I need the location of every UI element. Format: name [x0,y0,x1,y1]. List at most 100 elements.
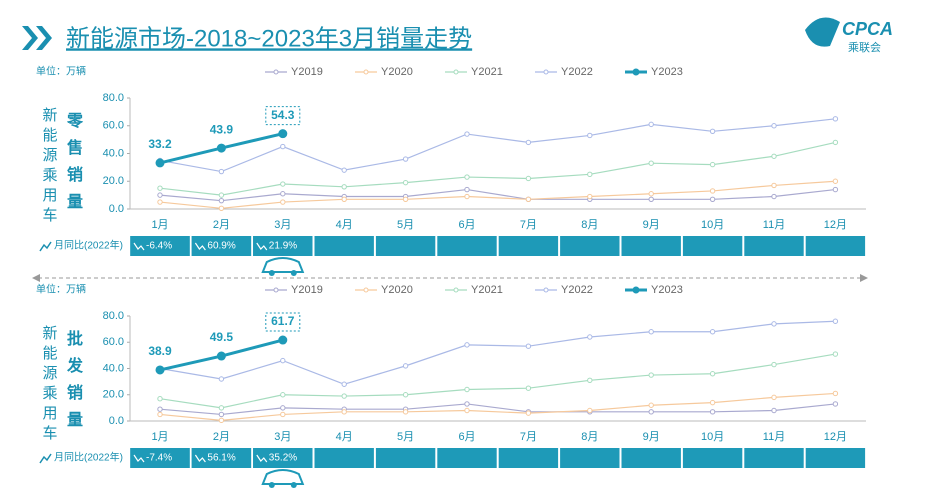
point [587,132,593,139]
point [341,184,347,190]
yoy-value-cell [130,448,190,468]
point [280,357,286,364]
y-tick-label: 60.0 [103,120,124,132]
legend-label: Y2020 [381,284,413,296]
yoy-label: 月同比(2022年) [54,239,123,252]
legend-dot [363,69,369,75]
unit-label: 单位：万辆 [36,65,86,78]
side-label: 能 [42,127,57,144]
legend-dot [273,287,279,293]
point [587,334,593,340]
series-line [159,141,836,196]
legend-dot [453,287,459,293]
side-label: 乘 [42,385,57,402]
y-tick-label: 20.0 [103,175,124,187]
point [155,158,165,168]
car-wheel [268,482,275,488]
yoy-value: 60.9% [207,241,235,252]
value-label: 61.7 [271,314,295,328]
yoy-cell [744,236,804,256]
point [157,395,163,402]
point [464,131,470,137]
point [216,143,226,153]
yoy-value: -7.4% [146,453,172,464]
x-tick-label: 2月 [213,219,230,231]
legend-label: Y2020 [381,66,413,78]
side-label: 新 [42,325,57,342]
point [402,156,409,162]
point [832,318,839,324]
side-label: 用 [42,405,57,422]
value-label: 54.3 [271,108,295,122]
point [464,407,470,414]
point [157,199,163,205]
x-tick-label: 8月 [581,431,598,443]
yoy-value-cell [191,448,252,468]
point [157,185,163,191]
point [278,335,288,345]
legend-label: Y2019 [291,66,323,78]
yoy-value-cell [253,448,313,468]
point [464,342,470,348]
x-tick-label: 9月 [643,431,660,443]
x-tick-label: 7月 [520,431,537,443]
x-tick-label: 12月 [824,219,847,231]
point [218,205,225,212]
car-wheel [290,270,297,276]
point [648,329,654,335]
side-label: 车 [42,207,57,224]
legend-label: Y2021 [471,284,503,296]
point [341,381,347,387]
side-label: 源 [42,147,57,164]
point [709,409,716,415]
car-icon [261,469,305,485]
point [771,193,777,200]
yoy-cell [375,448,436,468]
side-label: 能 [42,345,57,362]
legend-dot [543,69,549,75]
x-tick-label: 5月 [397,431,414,443]
yoy-icon [39,241,52,252]
series-line [159,353,836,409]
point [157,411,163,418]
point [464,186,470,193]
x-tick-label: 9月 [643,219,660,231]
logo-text: CPCA [842,19,893,39]
point [709,161,716,168]
point [341,167,347,173]
point [218,417,225,424]
point [464,386,470,393]
legend-label: Y2021 [471,66,503,78]
yoy-cell [498,236,559,256]
yoy-cell [314,236,374,256]
point [155,365,165,375]
y-tick-label: 40.0 [103,362,124,374]
chart-title: 量 [67,193,83,211]
yoy-label-cell [36,448,126,468]
point [402,196,409,202]
x-tick-label: 1月 [151,431,168,443]
yoy-cell [744,448,804,468]
yoy-cell [375,236,436,256]
value-label: 49.5 [210,330,234,344]
point [709,128,716,135]
yoy-arrow [256,454,268,463]
car-icon [261,257,305,273]
point [157,192,163,198]
point [402,392,409,398]
point [464,193,470,200]
side-label: 车 [42,425,57,442]
y-tick-label: 80.0 [103,92,124,104]
point [648,196,654,202]
legend-label: Y2023 [651,284,683,296]
point [832,139,839,146]
series-line [159,118,836,173]
point [832,186,839,193]
chart-title: 发 [66,356,84,375]
series-line [159,392,836,421]
point [280,143,286,150]
yoy-cell [805,448,866,468]
legend-label: Y2019 [291,284,323,296]
point [709,371,716,377]
point [832,401,839,407]
